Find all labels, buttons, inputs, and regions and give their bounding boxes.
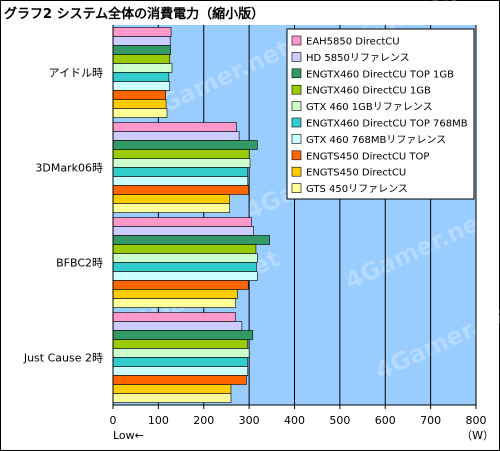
bar	[112, 27, 172, 37]
bar	[112, 226, 254, 236]
bar	[112, 54, 171, 64]
legend-entry: ENGTS450 DirectCU TOP	[306, 151, 429, 162]
legend-entry: GTX 460 768MBリファレンス	[306, 135, 446, 146]
x-tick-label: 500	[329, 414, 350, 427]
x-tick-label: 800	[466, 414, 487, 427]
legend-swatch	[291, 35, 302, 46]
x-tick-label: 600	[375, 414, 396, 427]
category-label: アイドル時	[49, 67, 103, 80]
legend-swatch	[291, 101, 302, 111]
x-tick-label: 700	[420, 414, 441, 427]
bar	[112, 167, 248, 177]
legend-swatch	[291, 183, 302, 193]
legend-swatch	[291, 84, 302, 95]
x-tick-label: 400	[284, 414, 305, 427]
x-tick-labels: 0 100 200 300 400 500 600 700 800	[110, 405, 487, 427]
bar	[112, 289, 238, 299]
bar	[112, 393, 232, 403]
bar	[112, 140, 258, 150]
x-tick-label: 300	[239, 414, 260, 427]
bar	[112, 63, 173, 73]
bar	[112, 339, 248, 349]
bar	[112, 235, 270, 245]
bar	[112, 72, 170, 82]
bar	[112, 194, 230, 204]
legend-swatch	[291, 52, 302, 62]
x-tick-label: 200	[193, 414, 214, 427]
bar	[112, 176, 249, 186]
legend: EAH5850 DirectCU HD 5850リファレンス ENGTX460 Di…	[286, 28, 475, 200]
bar	[112, 298, 236, 308]
legend-entry: ENGTX460 DirectCU TOP 1GB	[306, 69, 454, 80]
bar	[112, 158, 251, 168]
bar	[112, 90, 166, 100]
legend-swatch	[291, 166, 302, 177]
bar	[112, 357, 248, 367]
category-label: Just Cause 2時	[23, 352, 103, 365]
bar	[112, 81, 171, 91]
x-axis-low-label: Low←	[113, 429, 144, 442]
legend-entry: ENGTX460 DirectCU TOP 768MB	[306, 119, 468, 130]
legend-entry: GTS 450リファレンス	[306, 184, 408, 195]
bar	[112, 185, 249, 195]
legend-entry: HD 5850リファレンス	[306, 53, 410, 64]
bar	[112, 312, 236, 322]
bars	[112, 27, 270, 403]
legend-entry: EAH5850 DirectCU	[306, 37, 400, 48]
bar	[112, 384, 232, 394]
x-tick-label: 0	[110, 414, 117, 427]
bar	[112, 271, 258, 281]
legend-box	[286, 28, 475, 200]
category-labels: アイドル時 3DMark06時 BFBC2時 Just Cause 2時	[23, 67, 103, 365]
legend-entry: GTX 460 1GBリファレンス	[306, 102, 433, 113]
category-label: 3DMark06時	[35, 162, 103, 175]
legend-entry: ENGTS450 DirectCU	[306, 168, 406, 179]
bar	[112, 122, 237, 132]
bar	[112, 375, 247, 385]
legend-entry: ENGTX460 DirectCU 1GB	[306, 86, 431, 97]
bar	[112, 149, 250, 159]
bar	[112, 348, 250, 358]
bar	[112, 280, 249, 290]
bar	[112, 108, 168, 118]
legend-swatch	[291, 134, 302, 144]
bar	[112, 321, 243, 331]
chart-title: グラフ2 システム全体の消費電力（縮小版）	[4, 7, 265, 22]
bar	[112, 36, 171, 46]
bar	[112, 45, 171, 55]
bar	[112, 217, 252, 227]
bar	[112, 262, 257, 272]
legend-swatch	[291, 117, 302, 128]
bar	[112, 203, 230, 213]
bar	[112, 131, 240, 141]
bar	[112, 253, 258, 263]
category-label: BFBC2時	[56, 257, 103, 270]
bar	[112, 244, 257, 254]
bar	[112, 99, 167, 109]
x-axis-unit-label: （W）	[461, 429, 494, 442]
bar	[112, 330, 254, 340]
bar	[112, 366, 249, 376]
legend-swatch	[291, 68, 302, 79]
legend-swatch	[291, 150, 302, 161]
x-tick-label: 100	[148, 414, 169, 427]
